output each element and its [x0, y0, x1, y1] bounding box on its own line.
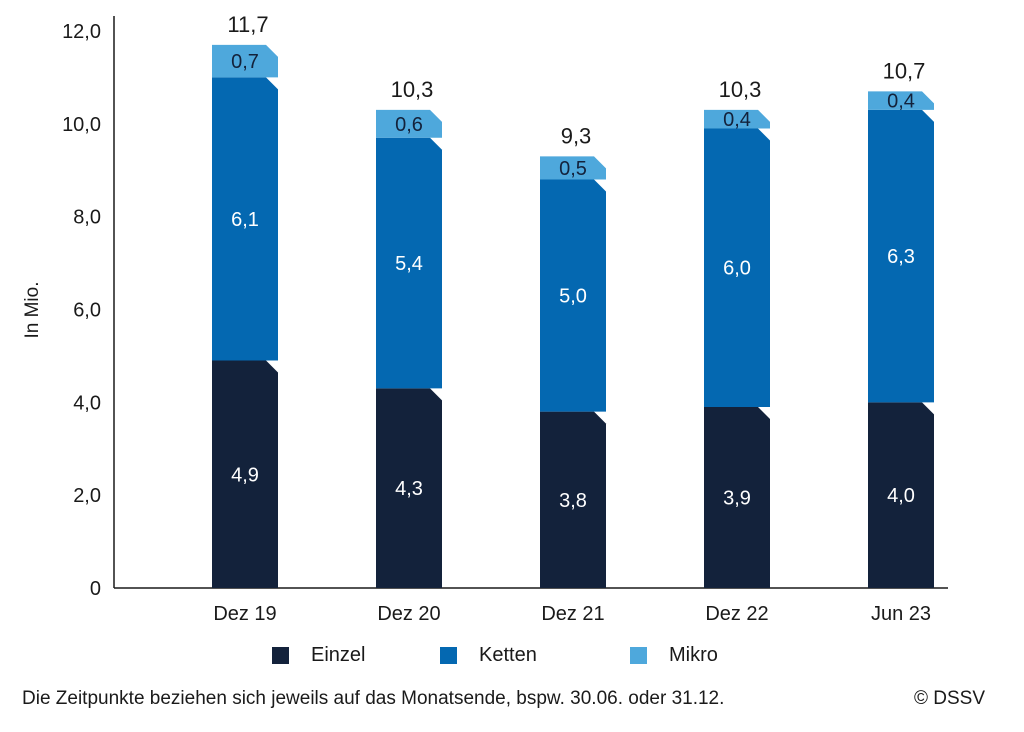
legend-item-ketten: Ketten	[440, 640, 537, 670]
data-label-einzel: 4,0	[887, 485, 915, 507]
total-label: 10,7	[883, 58, 926, 83]
data-label-mikro: 0,7	[231, 51, 259, 73]
data-label-mikro: 0,4	[887, 91, 915, 113]
legend-item-mikro: Mikro	[630, 640, 718, 670]
data-label-mikro: 0,6	[395, 114, 423, 136]
x-tick-label: Dez 19	[213, 603, 276, 625]
y-tick-label: 2,0	[73, 485, 101, 507]
legend-swatch-mikro	[630, 646, 647, 664]
bar-segment-ketten	[868, 109, 934, 403]
bar-segment-einzel	[868, 402, 934, 588]
legend-swatch-ketten	[440, 646, 457, 664]
total-label: 10,3	[719, 77, 762, 102]
data-label-einzel: 3,8	[559, 490, 587, 512]
y-axis-title: In Mio.	[22, 281, 43, 338]
bar-segment-mikro	[212, 44, 278, 78]
stacked-bar-chart: 0 2,0 4,0 6,0 8,0 10,0 12,0 In Mio. 4,9 6,1 0,7 11,…	[22, 12, 948, 625]
footnote: Die Zeitpunkte beziehen sich jeweils auf…	[22, 688, 725, 709]
bar-segment-mikro	[868, 91, 934, 110]
y-tick-label: 8,0	[73, 207, 101, 229]
data-label-mikro: 0,4	[723, 109, 751, 131]
y-tick-label: 12,0	[62, 21, 101, 43]
y-tick-label: 0	[90, 578, 101, 600]
bar-segment-einzel	[212, 360, 278, 588]
legend-label-ketten: Ketten	[479, 643, 537, 666]
legend-label-mikro: Mikro	[669, 643, 718, 666]
legend-label-einzel: Einzel	[311, 643, 366, 666]
bar-segment-ketten	[540, 179, 606, 412]
bar-segment-einzel	[376, 388, 442, 588]
bar-segment-mikro	[376, 109, 442, 138]
data-label-einzel: 4,9	[231, 464, 259, 486]
data-label-ketten: 5,4	[395, 253, 423, 275]
total-label: 9,3	[561, 123, 592, 148]
y-tick-label: 6,0	[73, 300, 101, 322]
total-label: 11,7	[227, 12, 268, 37]
legend-swatch-einzel	[272, 646, 289, 664]
data-label-einzel: 3,9	[723, 487, 751, 509]
bar-segment-einzel	[704, 406, 770, 588]
data-label-ketten: 5,0	[559, 286, 587, 308]
x-tick-label: Jun 23	[871, 603, 931, 625]
data-label-ketten: 6,3	[887, 246, 915, 268]
data-label-einzel: 4,3	[395, 478, 423, 500]
chart-legend: Einzel Ketten Mikro	[0, 640, 1024, 670]
y-tick-label: 10,0	[62, 114, 101, 136]
x-tick-label: Dez 20	[377, 603, 440, 625]
legend-item-einzel: Einzel	[272, 640, 365, 670]
total-label: 10,3	[391, 77, 434, 102]
data-label-ketten: 6,1	[231, 209, 259, 231]
bar-segment-mikro	[704, 109, 770, 129]
y-tick-label: 4,0	[73, 392, 101, 414]
x-tick-label: Dez 22	[705, 603, 768, 625]
copyright-notice: © DSSV	[914, 688, 986, 709]
data-label-ketten: 6,0	[723, 258, 751, 280]
bar-segment-einzel	[540, 411, 606, 588]
data-label-mikro: 0,5	[559, 158, 587, 180]
bar-segment-mikro	[540, 156, 606, 180]
bar-segment-ketten	[376, 137, 442, 389]
x-tick-label: Dez 21	[541, 603, 604, 625]
bar-segment-ketten	[704, 128, 770, 407]
bar-segment-ketten	[212, 77, 278, 361]
